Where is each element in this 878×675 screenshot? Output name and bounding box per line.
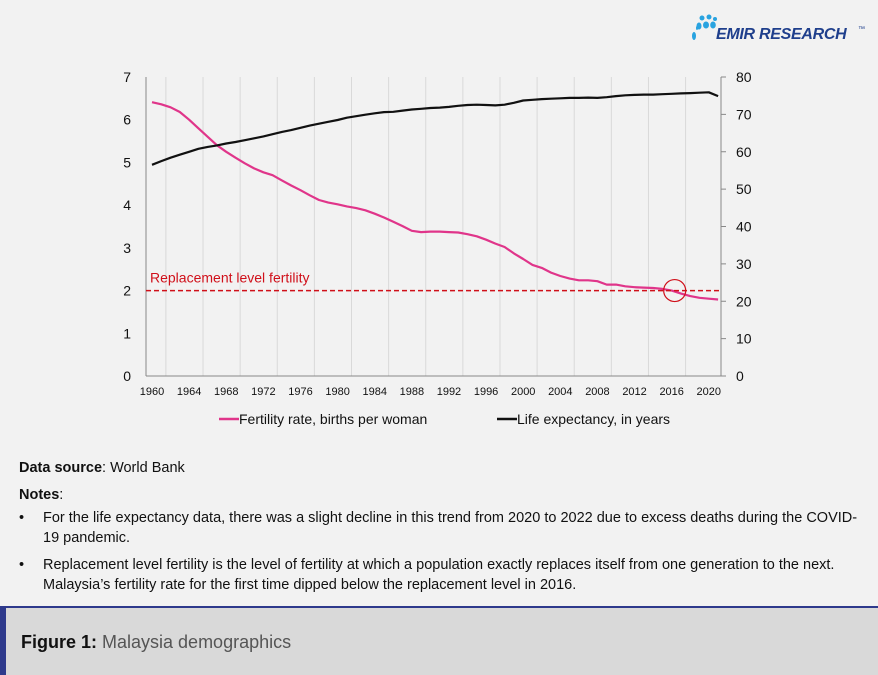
y-right-tick-label: 30 [736, 256, 752, 272]
life-expectancy-line [151, 91, 719, 166]
x-tick-label: 1980 [325, 386, 349, 398]
x-tick-label: 1988 [400, 386, 424, 398]
x-tick-label: 1976 [288, 386, 312, 398]
legend-label: Life expectancy, in years [517, 411, 670, 427]
note-item: Replacement level fertility is the level… [19, 555, 869, 595]
caption-title: Malaysia demographics [97, 632, 292, 652]
y-left-tick-label: 2 [123, 283, 131, 299]
replacement-level-label: Replacement level fertility [150, 270, 310, 286]
y-right-tick-label: 0 [736, 368, 744, 384]
crossing-circle [663, 278, 687, 303]
legend: Fertility rate, births per woman Life exp… [219, 411, 670, 427]
x-tick-label: 1996 [474, 386, 498, 398]
y-left-tick-label: 4 [123, 197, 131, 213]
logo-text: EMIR RESEARCH [716, 26, 847, 43]
x-tick-label: 1992 [437, 386, 461, 398]
grid [146, 77, 721, 376]
legend-label: Fertility rate, births per woman [239, 411, 427, 427]
notes-heading: Notes: [19, 485, 869, 505]
axes: 1960 1964 1968 1972 1976 1980 1984 1988 1992 1996… [123, 69, 752, 398]
notes-label: Notes [19, 487, 60, 503]
x-tick-label: 1968 [214, 386, 238, 398]
y-left-tick-label: 0 [123, 368, 131, 384]
figure-caption: Figure 1: Malaysia demographics [0, 606, 878, 675]
fertility-rate-line [151, 101, 719, 301]
y-right-tick-label: 50 [736, 181, 752, 197]
data-source-value: : World Bank [102, 460, 185, 476]
y-left-tick-label: 5 [123, 154, 131, 170]
y-right-tick-label: 70 [736, 106, 752, 122]
annotations: Replacement level fertility [146, 270, 721, 303]
notes-colon: : [59, 487, 64, 503]
y-right-tick-label: 80 [736, 69, 752, 85]
x-tick-label: 1960 [140, 386, 164, 398]
x-tick-label: 2016 [659, 386, 683, 398]
y-right-tick-label: 60 [736, 144, 752, 160]
y-left-tick-label: 1 [123, 325, 131, 341]
x-tick-label: 1972 [251, 386, 275, 398]
caption-accent-bar [0, 608, 6, 675]
x-tick-label: 2012 [622, 386, 646, 398]
y-right-tick-label: 10 [736, 331, 752, 347]
series-lines [151, 91, 719, 301]
emir-research-logo-icon [690, 12, 720, 53]
logo-trademark: ™ [858, 26, 865, 33]
chart: 1960 1964 1968 1972 1976 1980 1984 1988 1992 1996… [123, 69, 752, 427]
caption-label: Figure 1: [21, 632, 98, 652]
note-item: For the life expectancy data, there was … [19, 508, 869, 548]
x-tick-label: 1984 [362, 386, 386, 398]
notes-list: For the life expectancy data, there was … [19, 508, 869, 595]
x-tick-label: 2008 [585, 386, 609, 398]
data-source: Data source: World Bank [19, 458, 869, 478]
x-tick-label: 1964 [177, 386, 201, 398]
y-left-tick-label: 6 [123, 112, 131, 128]
x-tick-label: 2004 [548, 386, 572, 398]
notes-section: Data source: World Bank Notes: For the l… [19, 458, 869, 602]
data-source-label: Data source [19, 460, 103, 476]
y-right-tick-label: 20 [736, 293, 752, 309]
x-tick-label: 2000 [511, 386, 535, 398]
y-left-tick-label: 3 [123, 240, 131, 256]
y-left-tick-label: 7 [123, 69, 131, 85]
x-tick-label: 2020 [697, 386, 721, 398]
y-right-tick-label: 40 [736, 219, 752, 235]
plot-area [146, 77, 721, 376]
